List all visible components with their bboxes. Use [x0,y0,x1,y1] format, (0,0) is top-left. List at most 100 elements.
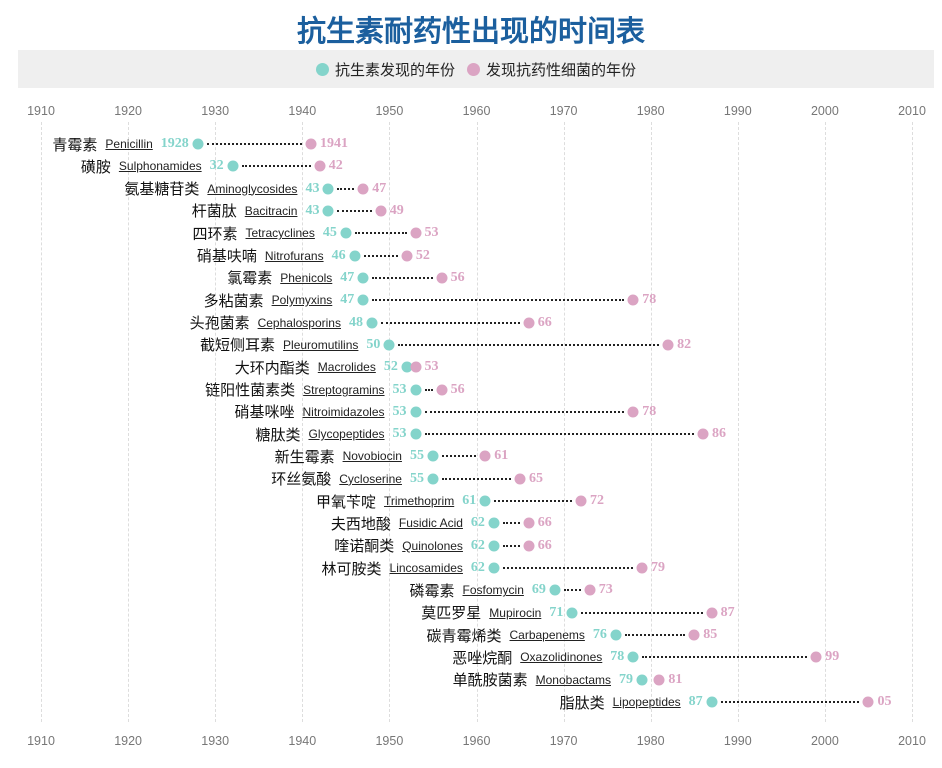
resistance-year-label: 53 [424,225,439,241]
resistance-dot [523,517,535,529]
row-label-cn: 硝基咪唑 [234,404,295,422]
discovery-dot [410,406,422,418]
connector-line [581,611,703,614]
row-label-en: Nitrofurans [264,248,324,263]
resistance-year-label: 47 [372,180,387,196]
legend-discovery-dot [315,62,329,76]
row-label-en: Oxazolidinones [520,650,603,665]
discovery-dot [488,540,500,552]
row-labels: 青霉素 Penicillin 1928 [52,134,188,154]
resistance-dot [410,227,422,239]
connector-line [372,276,433,279]
resistance-dot [514,473,526,485]
resistance-year-label: 86 [711,426,726,442]
row-label-cn: 恶唑烷酮 [452,649,513,667]
gridline [912,122,913,722]
discovery-dot [322,183,334,195]
discovery-year-label: 48 [348,314,363,330]
row-label-cn: 氯霉素 [227,270,273,288]
x-tick-label-top: 1950 [375,104,404,118]
x-tick-label-top: 1920 [114,104,142,118]
discovery-dot [366,317,378,329]
discovery-dot [383,339,395,351]
x-tick-label-top: 2010 [898,104,926,118]
connector-line [424,410,625,413]
connector-line [337,209,372,212]
discovery-year-label: 52 [383,359,398,375]
connector-line [354,232,407,235]
gridline [563,122,565,722]
discovery-year-label: 62 [470,537,485,553]
row-label-cn: 多粘菌素 [203,292,264,310]
x-tick-label-top: 1930 [201,104,230,118]
connector-line [720,701,860,703]
discovery-dot [636,674,648,686]
x-tick-label-bottom: 1940 [288,734,317,748]
discovery-year-label: 79 [619,671,633,687]
row-label-cn: 新生霉素 [274,448,335,466]
row-labels: 硝基呋喃 Nitrofurans 46 [197,246,346,266]
connector-line [494,500,572,503]
x-tick-label-bottom: 1990 [723,734,752,748]
row-label-en: Cephalosporins [257,315,341,330]
row-labels: 林可胺类 Lincosamides 62 [322,558,485,578]
legend-discovery-label: 抗生素发现的年份 [334,61,455,79]
resistance-dot [436,384,448,396]
legend-resistance-dot [467,62,480,76]
resistance-dot [305,138,317,150]
row-labels: 硝基咪唑 Nitroimidazoles 53 [234,402,406,422]
discovery-year-label: 62 [470,560,485,576]
discovery-dot [488,562,500,574]
gridline [650,122,652,722]
resistance-dot [584,584,596,596]
row-label-cn: 单酰胺菌素 [452,672,528,690]
discovery-dot [192,138,204,150]
resistance-year-label: 72 [590,493,605,509]
resistance-dot [575,495,587,507]
discovery-year-label: 46 [331,247,346,263]
resistance-dot [662,339,674,351]
gridline [476,122,478,722]
resistance-year-label: 56 [450,269,465,285]
x-tick-label-top: 2000 [810,104,839,118]
resistance-dot [653,674,665,686]
discovery-year-label: 50 [366,336,381,352]
resistance-dot [636,562,648,574]
resistance-dot [697,428,709,440]
discovery-dot [488,517,500,529]
discovery-year-label: 1928 [160,136,189,151]
connector-line [563,589,581,592]
row-labels: 链阳性菌素类 Streptogramins 53 [205,380,406,400]
row-label-cn: 夫西地酸 [330,515,391,533]
resistance-year-label: 52 [415,247,430,263]
discovery-year-label: 78 [610,649,625,665]
discovery-year-label: 47 [340,269,355,285]
row-label-en: Lincosamides [389,561,463,576]
connector-line [502,544,520,547]
connector-line [380,321,520,324]
row-label-cn: 青霉素 [52,136,98,154]
row-label-en: Aminoglycosides [207,181,298,196]
resistance-dot [688,629,700,641]
row-labels: 四环素 Tetracyclines 45 [192,223,336,243]
discovery-dot [357,294,369,306]
gridline [737,122,739,722]
connector-line [337,187,355,190]
discovery-year-label: 61 [462,493,477,509]
row-label-cn: 碳青霉烯类 [426,627,502,645]
x-tick-label-bottom: 2000 [810,734,839,748]
connector-line [363,254,398,257]
resistance-dot [862,696,874,708]
discovery-dot [627,651,639,663]
row-labels: 氯霉素 Phenicols 47 [227,268,354,288]
row-labels: 杆菌肽 Bacitracin 43 [192,201,320,221]
discovery-dot [549,584,561,596]
row-labels: 环丝氨酸 Cycloserine 55 [271,469,424,489]
resistance-year-label: 85 [703,627,718,643]
row-labels: 磺胺 Sulphonamides 32 [81,156,224,176]
resistance-dot [523,540,535,552]
resistance-year-label: 78 [642,292,657,308]
discovery-year-label: 47 [340,292,355,308]
resistance-dot [523,317,535,329]
gridline [389,122,391,722]
